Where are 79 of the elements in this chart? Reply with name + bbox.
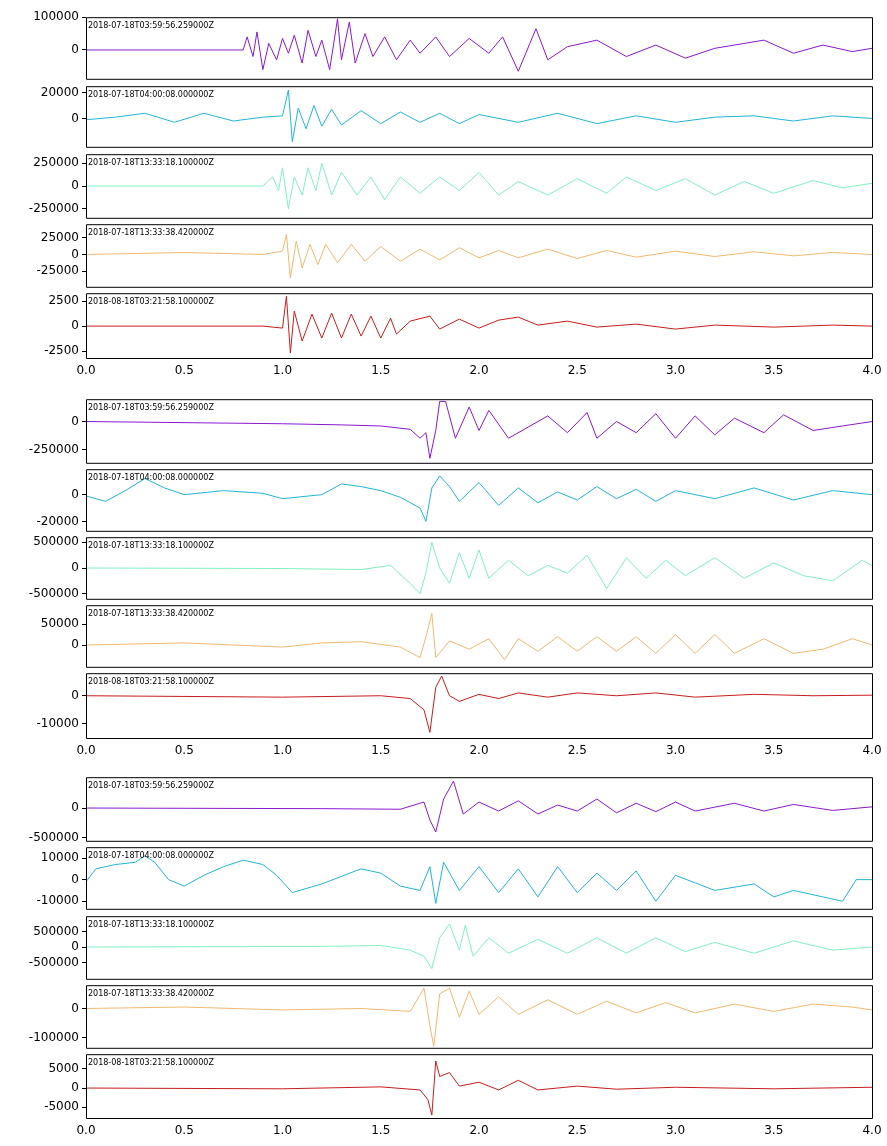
- x-tick-label: 4.0: [862, 1123, 882, 1138]
- annotation: 2018-07-18T13:33:18.100000Z: [88, 158, 215, 168]
- annotation: 2018-08-18T03:21:58.100000Z: [88, 677, 215, 687]
- x-tick-label: 0.0: [76, 363, 96, 378]
- y-tick-label: -5000: [44, 1099, 79, 1114]
- y-tick-label: -500000: [28, 830, 79, 845]
- y-tick-label: -500000: [28, 585, 79, 600]
- annotation: 2018-07-18T13:33:38.420000Z: [88, 228, 215, 238]
- y-tick-label: 0: [71, 246, 79, 261]
- x-tick-label: 2.0: [469, 1123, 489, 1138]
- x-tick-label: 1.0: [272, 363, 293, 378]
- y-tick-label: -250000: [28, 200, 79, 215]
- y-tick-label: 0: [71, 413, 79, 428]
- y-tick-label: 25000: [40, 229, 79, 244]
- x-tick-label: 3.5: [764, 363, 784, 378]
- y-tick-label: 0: [71, 1080, 79, 1095]
- y-tick-label: -10000: [36, 716, 79, 731]
- x-tick-label: 2.5: [567, 743, 587, 758]
- annotation: 2018-07-18T13:33:38.420000Z: [88, 989, 215, 999]
- y-tick-label: -250000: [28, 441, 79, 456]
- y-tick-label: -20000: [36, 513, 79, 528]
- y-tick-label: 2500: [48, 293, 79, 308]
- y-tick-label: 100000: [33, 9, 79, 24]
- y-tick-label: -100000: [28, 1029, 79, 1044]
- x-tick-label: 2.0: [469, 363, 489, 378]
- annotation: 2018-07-18T13:33:18.100000Z: [88, 920, 215, 930]
- annotation: 2018-07-18T13:33:18.100000Z: [88, 541, 215, 551]
- x-tick-label: 1.5: [371, 1123, 391, 1138]
- y-tick-label: 0: [71, 42, 79, 57]
- y-tick-label: 250000: [33, 155, 79, 170]
- x-tick-label: 2.5: [567, 363, 587, 378]
- y-tick-label: 0: [71, 178, 79, 193]
- y-tick-label: -2500: [44, 343, 79, 358]
- x-tick-label: 3.0: [665, 1123, 686, 1138]
- annotation: 2018-07-18T13:33:38.420000Z: [88, 609, 215, 619]
- x-tick-label: 4.0: [862, 743, 882, 758]
- y-tick-label: -25000: [36, 263, 79, 278]
- x-tick-label: 0.0: [76, 743, 96, 758]
- y-tick-label: 50000: [40, 616, 79, 631]
- annotation: 2018-07-18T03:59:56.259000Z: [88, 403, 215, 413]
- x-tick-label: 0.5: [174, 1123, 194, 1138]
- x-tick-label: 1.0: [272, 743, 293, 758]
- y-tick-label: 10000: [40, 850, 79, 865]
- y-tick-label: 0: [71, 800, 79, 815]
- x-tick-label: 1.5: [371, 363, 391, 378]
- y-tick-label: -10000: [36, 893, 79, 908]
- annotation: 2018-07-18T04:00:08.000000Z: [88, 851, 215, 861]
- x-tick-label: 3.0: [665, 363, 686, 378]
- x-tick-label: 2.5: [567, 1123, 587, 1138]
- y-tick-label: 0: [71, 637, 79, 652]
- annotation: 2018-07-18T04:00:08.000000Z: [88, 90, 215, 100]
- x-tick-label: 0.5: [174, 743, 194, 758]
- x-tick-label: 2.0: [469, 743, 489, 758]
- y-tick-label: 0: [71, 486, 79, 501]
- x-tick-label: 1.0: [272, 1123, 293, 1138]
- x-tick-label: 3.5: [764, 743, 784, 758]
- annotation: 2018-07-18T03:59:56.259000Z: [88, 781, 215, 791]
- y-tick-label: 20000: [40, 84, 79, 99]
- x-tick-label: 1.5: [371, 743, 391, 758]
- x-tick-label: 3.5: [764, 1123, 784, 1138]
- y-tick-label: 0: [71, 687, 79, 702]
- y-tick-label: 0: [71, 871, 79, 886]
- y-tick-label: 5000: [48, 1060, 79, 1075]
- annotation: 2018-08-18T03:21:58.100000Z: [88, 297, 215, 307]
- y-tick-label: 500000: [33, 534, 79, 549]
- y-tick-label: 0: [71, 560, 79, 575]
- y-tick-label: -500000: [28, 954, 79, 969]
- y-tick-label: 0: [71, 110, 79, 125]
- y-tick-label: 500000: [33, 923, 79, 938]
- annotation: 2018-08-18T03:21:58.100000Z: [88, 1058, 215, 1068]
- annotation: 2018-07-18T04:00:08.000000Z: [88, 473, 215, 483]
- x-tick-label: 0.0: [76, 1123, 96, 1138]
- y-tick-label: 0: [71, 1000, 79, 1015]
- y-tick-label: 0: [71, 318, 79, 333]
- x-tick-label: 0.5: [174, 363, 194, 378]
- x-tick-label: 3.0: [665, 743, 686, 758]
- y-tick-label: 0: [71, 939, 79, 954]
- annotation: 2018-07-18T03:59:56.259000Z: [88, 21, 215, 31]
- x-tick-label: 4.0: [862, 363, 882, 378]
